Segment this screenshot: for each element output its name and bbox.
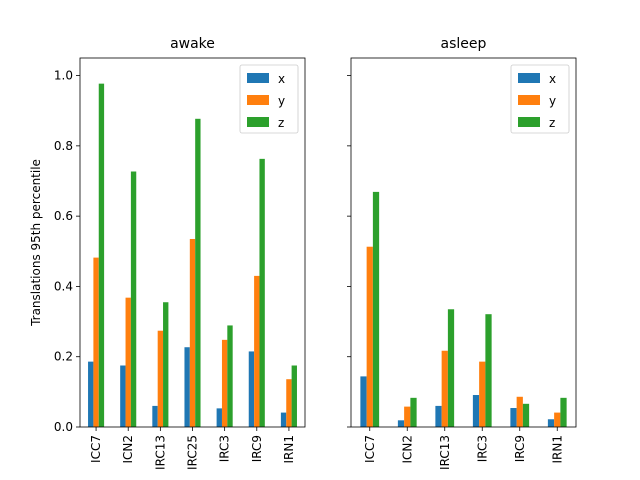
y-tick-label: 0.4 bbox=[54, 279, 73, 293]
bar-z-irc9 bbox=[259, 158, 265, 428]
bar-z-irc3 bbox=[485, 314, 492, 427]
bar-z-irc13 bbox=[163, 302, 169, 427]
y-tick-label: 0.6 bbox=[54, 209, 73, 223]
bar-z-irc25 bbox=[195, 118, 201, 428]
y-tick-label: 0.2 bbox=[54, 350, 73, 364]
bar-y-irc13 bbox=[441, 350, 448, 427]
bar-x-irc9 bbox=[248, 351, 255, 427]
bar-x-irc3 bbox=[216, 408, 222, 427]
bar-y-irn1 bbox=[286, 379, 292, 427]
bar-y-icn2 bbox=[125, 297, 131, 427]
legend-swatch-x bbox=[247, 73, 269, 83]
bar-x-irn1 bbox=[547, 419, 555, 427]
x-tick-label-icc7: ICC7 bbox=[89, 435, 103, 463]
legend-swatch-z bbox=[247, 117, 269, 127]
subplot-title: awake bbox=[170, 36, 215, 52]
x-tick-label-irc9: IRC9 bbox=[513, 435, 527, 462]
legend-label-x: x bbox=[549, 72, 556, 86]
bar-y-icn2 bbox=[404, 406, 411, 427]
x-tick-label-irc9: IRC9 bbox=[250, 435, 264, 462]
legend-label-x: x bbox=[278, 72, 285, 86]
bar-y-irn1 bbox=[554, 412, 561, 427]
bar-y-irc13 bbox=[157, 330, 164, 427]
subplot-title: asleep bbox=[441, 36, 487, 52]
legend: xyz bbox=[239, 64, 299, 134]
legend-swatch-y bbox=[518, 95, 540, 105]
legend-swatch-x bbox=[518, 73, 540, 83]
x-tick-label-icn2: ICN2 bbox=[400, 435, 414, 464]
bar-z-icn2 bbox=[410, 397, 417, 427]
legend-swatch-z bbox=[518, 117, 540, 127]
bar-x-irc9 bbox=[510, 408, 517, 427]
x-tick-label-irn1: IRN1 bbox=[550, 435, 564, 464]
legend: xyz bbox=[510, 64, 570, 134]
x-tick-label-irc3: IRC3 bbox=[218, 435, 232, 462]
x-tick-label-irc13: IRC13 bbox=[153, 435, 167, 470]
bar-y-irc3 bbox=[479, 361, 486, 427]
x-tick-label-irc25: IRC25 bbox=[186, 435, 200, 470]
bar-y-irc3 bbox=[221, 339, 228, 427]
legend-label-z: z bbox=[549, 116, 555, 130]
bar-x-icc7 bbox=[88, 361, 94, 427]
bar-z-icc7 bbox=[98, 83, 105, 428]
bar-y-irc9 bbox=[254, 275, 260, 427]
bar-z-irn1 bbox=[560, 397, 567, 427]
bar-x-irc13 bbox=[152, 405, 158, 427]
y-axis-label: Translations 95th percentile bbox=[29, 159, 43, 327]
legend-label-y: y bbox=[278, 94, 285, 108]
axes-frame bbox=[350, 57, 577, 428]
bar-y-irc25 bbox=[189, 238, 196, 427]
bar-y-irc9 bbox=[516, 396, 523, 427]
bar-x-icn2 bbox=[120, 365, 126, 427]
legend-label-z: z bbox=[278, 116, 284, 130]
bar-z-icc7 bbox=[372, 191, 380, 427]
bar-z-irc13 bbox=[447, 309, 455, 427]
bar-z-irn1 bbox=[291, 365, 297, 427]
bar-x-icc7 bbox=[360, 376, 367, 427]
legend-label-y: y bbox=[549, 94, 556, 108]
y-tick-label: 0.0 bbox=[54, 420, 73, 434]
bar-x-irc25 bbox=[184, 347, 190, 427]
x-tick-label-irn1: IRN1 bbox=[282, 435, 296, 464]
bar-x-irn1 bbox=[280, 412, 287, 427]
x-tick-label-irc13: IRC13 bbox=[438, 435, 452, 470]
subplot-awake: ICC7 ICN2 IRC13 IRC25 IRC3 IRC9 IRN1 0.0 0.2 0.4 0… bbox=[29, 36, 306, 470]
y-tick-label: 1.0 bbox=[54, 69, 73, 83]
legend-swatch-y bbox=[247, 95, 269, 105]
bar-x-icn2 bbox=[397, 420, 405, 427]
x-tick-label-irc3: IRC3 bbox=[475, 435, 489, 462]
bar-y-icc7 bbox=[366, 246, 373, 427]
subplot-asleep: ICC7 ICN2 IRC13 IRC3 IRC9 IRN1 asleep xyz bbox=[347, 36, 577, 470]
bar-x-irc13 bbox=[435, 405, 442, 427]
bar-x-irc3 bbox=[472, 395, 480, 427]
x-tick-label-icn2: ICN2 bbox=[121, 435, 135, 464]
bar-z-icn2 bbox=[130, 171, 137, 427]
x-tick-label-icc7: ICC7 bbox=[363, 435, 377, 463]
y-tick-label: 0.8 bbox=[54, 139, 73, 153]
bar-z-irc3 bbox=[227, 325, 233, 427]
bar-z-irc9 bbox=[522, 403, 530, 427]
bar-y-icc7 bbox=[93, 257, 99, 427]
